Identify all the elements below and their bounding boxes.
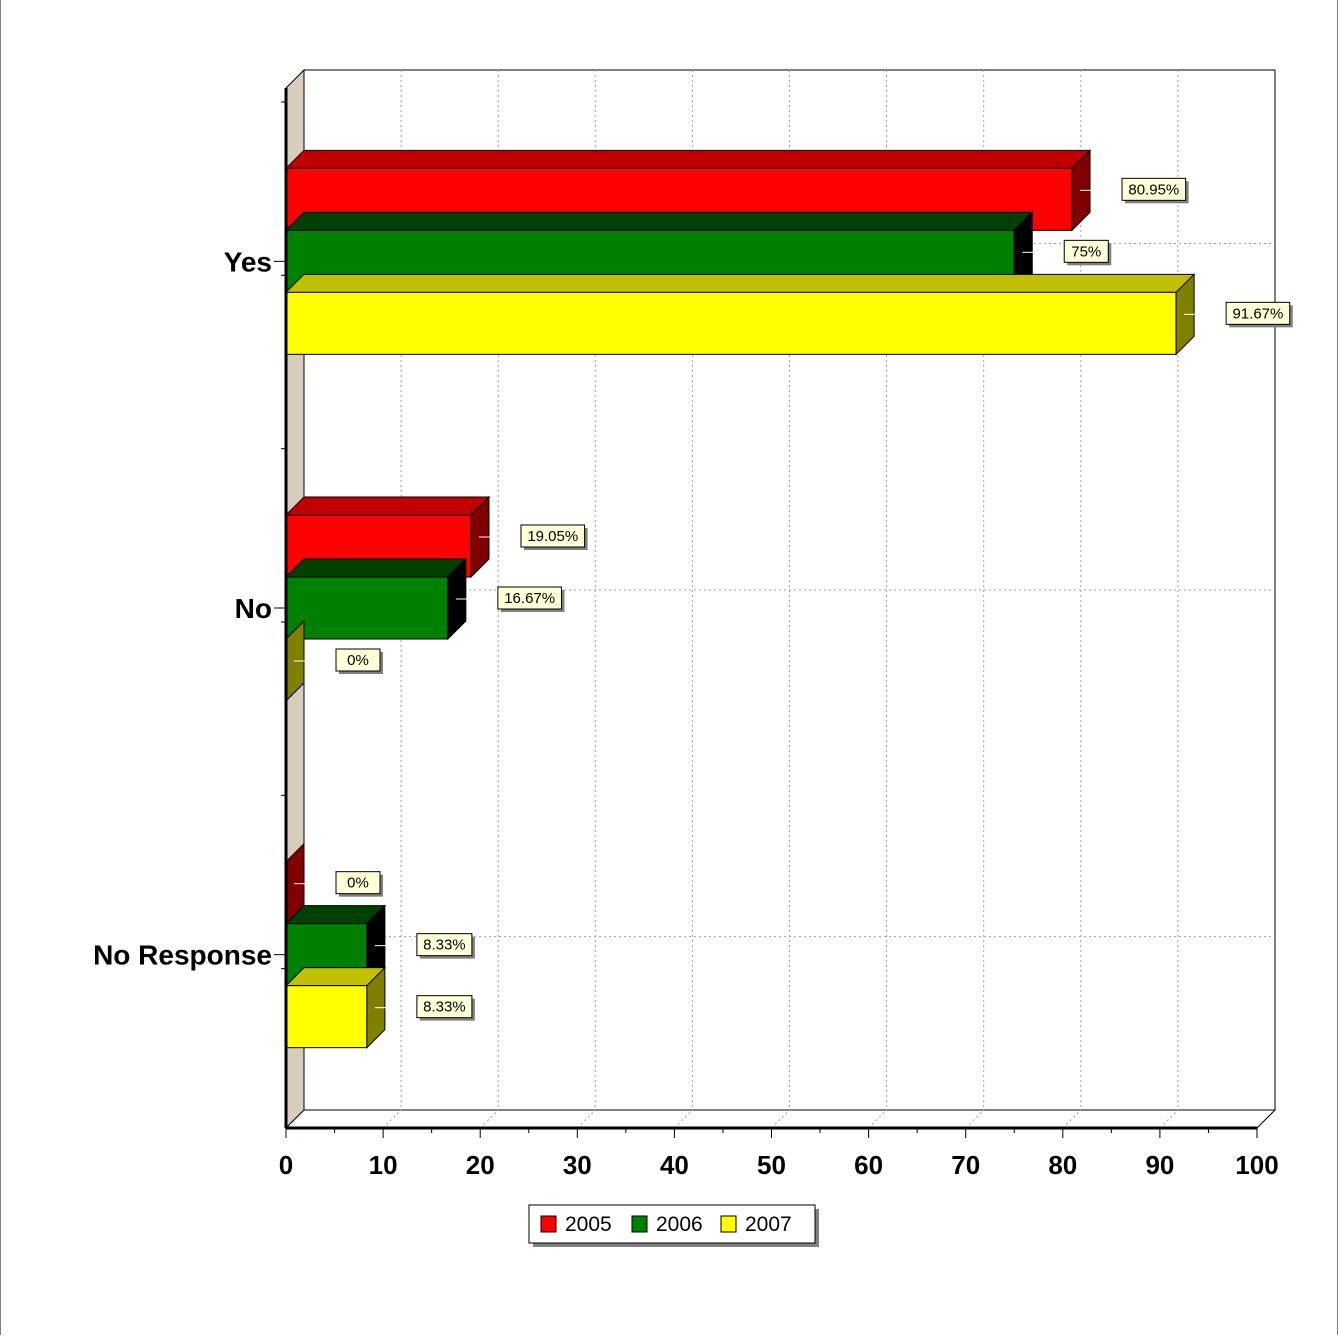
- data-label-box: [1121, 177, 1187, 201]
- legend-label-2006: 2006: [656, 1213, 703, 1236]
- data-label-box: [416, 933, 473, 957]
- data-label-box: [497, 586, 562, 610]
- data-label: 0%: [347, 875, 369, 892]
- data-label: 19.05%: [527, 528, 578, 545]
- bar-2007-yes: 91.67%: [284, 273, 1293, 356]
- x-tick-label: 60: [854, 1150, 883, 1180]
- floor-gridline: [868, 1109, 887, 1129]
- data-label-box: [335, 871, 381, 895]
- legend-swatch-2005: [540, 1215, 557, 1233]
- data-label: 8.33%: [423, 937, 466, 954]
- data-label-box: [1225, 301, 1291, 325]
- category-label: No: [235, 593, 272, 624]
- bar-front-face: [285, 291, 1177, 355]
- x-tick-label: 20: [466, 1150, 495, 1180]
- bar-top-face: [284, 558, 468, 578]
- data-label: 8.33%: [423, 999, 466, 1016]
- floor-gridline: [479, 1109, 499, 1129]
- floor-gridline: [674, 1109, 693, 1129]
- category-label: Yes: [224, 246, 272, 277]
- floor: [284, 1109, 1277, 1129]
- bar-top-face: [284, 211, 1034, 231]
- floor-gridline: [1062, 1109, 1082, 1129]
- x-tick-label: 80: [1048, 1150, 1077, 1180]
- x-tick-label: 10: [369, 1150, 398, 1180]
- x-tick-label: 90: [1145, 1150, 1174, 1180]
- data-label-box: [416, 995, 473, 1019]
- data-label-box: [520, 524, 586, 548]
- bar-top-face: [284, 273, 1196, 293]
- floor-gridline: [576, 1109, 596, 1129]
- data-label-box: [1063, 239, 1109, 263]
- bar-top-face: [284, 149, 1092, 169]
- x-tick-label: 0: [279, 1150, 293, 1180]
- data-label: 16.67%: [504, 590, 555, 607]
- legend-label-2007: 2007: [745, 1213, 792, 1236]
- category-label: No Response: [93, 940, 272, 971]
- legend-swatch-2006: [631, 1215, 648, 1233]
- legend-label-2005: 2005: [565, 1213, 612, 1236]
- x-tick-label: 70: [951, 1150, 980, 1180]
- bar-2007-no-response: 8.33%: [284, 966, 475, 1049]
- floor-gridline: [1159, 1109, 1179, 1129]
- bar-top-face: [284, 496, 491, 516]
- data-label: 91.67%: [1232, 305, 1283, 322]
- data-label: 0%: [347, 652, 369, 669]
- data-label-box: [335, 648, 381, 672]
- x-tick-label: 50: [757, 1150, 786, 1180]
- legend-box: [528, 1204, 816, 1244]
- x-tick-label: 100: [1235, 1150, 1278, 1180]
- legend-swatch-2007: [720, 1215, 737, 1233]
- bar-2006-no: 16.67%: [284, 557, 565, 641]
- bar-front-face: [285, 985, 368, 1049]
- x-tick-label: 30: [563, 1150, 592, 1180]
- floor-gridline: [382, 1109, 402, 1129]
- data-label: 80.95%: [1128, 181, 1179, 198]
- floor-gridline: [771, 1109, 790, 1129]
- bar-2007-no: 0%: [285, 619, 383, 703]
- floor-gridline: [965, 1109, 985, 1129]
- bar-front-face: [285, 576, 449, 640]
- data-label: 75%: [1071, 243, 1101, 260]
- x-tick-label: 40: [660, 1150, 689, 1180]
